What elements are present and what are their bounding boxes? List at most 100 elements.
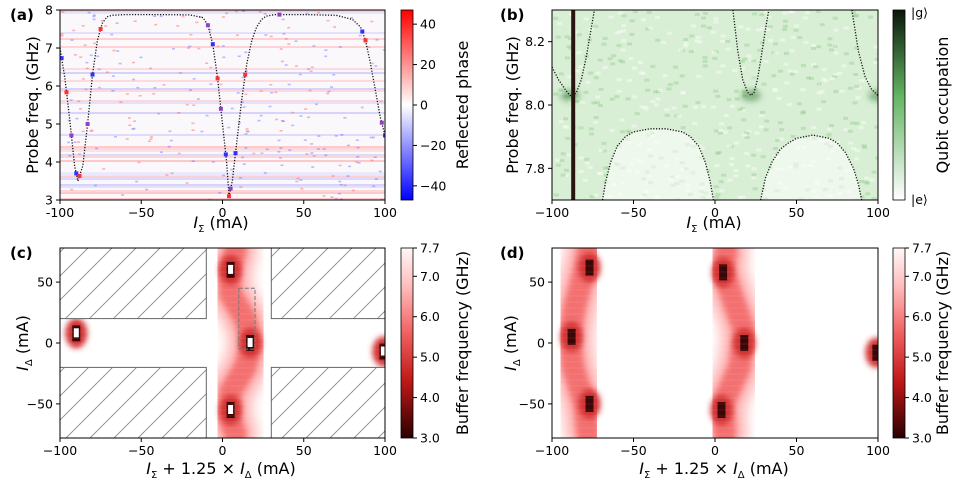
noise-speckle: [621, 14, 627, 18]
noise-speckle: [567, 153, 573, 157]
noise-speckle: [751, 59, 757, 63]
noise-speckle: [584, 157, 590, 161]
noise-speckle: [554, 158, 560, 162]
noise-speckle: [779, 128, 785, 132]
colorbar-label-b: Qubit occupation: [933, 37, 952, 174]
resonance-marker: [363, 38, 368, 43]
x-label-b: IΣ (mA): [686, 213, 741, 235]
noise-speckle: [835, 140, 841, 144]
noise-speckle: [616, 78, 622, 82]
noise-speckle: [324, 154, 328, 157]
noise-speckle: [706, 26, 712, 30]
noise-speckle: [764, 119, 770, 123]
noise-speckle: [338, 46, 342, 48]
noise-speckle: [305, 12, 309, 15]
noise-speckle: [783, 62, 789, 66]
noise-speckle: [81, 130, 85, 133]
noise-speckle: [760, 155, 766, 159]
noise-speckle: [716, 70, 722, 74]
noise-speckle: [310, 66, 314, 69]
noise-speckle: [629, 32, 635, 36]
colorbar-tick-label: 3.0: [912, 431, 932, 446]
noise-speckle: [737, 196, 743, 200]
noise-stripe: [60, 112, 385, 114]
fit-curve-a: [60, 12, 385, 199]
noise-speckle: [332, 73, 336, 76]
noise-speckle: [657, 88, 663, 92]
colorbar-label-d: Buffer frequency (GHz): [933, 251, 952, 435]
noise-speckle: [575, 69, 581, 73]
x-label-d: IΣ + 1.25 × IΔ (mA): [639, 459, 789, 481]
noise-speckle: [308, 89, 312, 92]
noise-stripe: [60, 184, 385, 186]
noise-speckle: [874, 125, 878, 129]
x-tick-label: -100: [46, 205, 74, 220]
noise-speckle: [565, 136, 571, 140]
noise-speckle: [311, 166, 315, 168]
noise-speckle: [112, 49, 116, 52]
noise-speckle: [854, 13, 859, 17]
noise-speckle: [304, 108, 308, 110]
x-tick-label: 100: [373, 205, 397, 220]
noise-speckle: [87, 11, 91, 14]
noise-speckle: [263, 172, 267, 174]
noise-speckle: [89, 54, 93, 57]
noise-stripe: [60, 148, 385, 150]
noise-speckle: [816, 82, 822, 86]
noise-speckle: [782, 28, 787, 31]
noise-speckle: [833, 90, 839, 93]
noise-speckle: [92, 18, 96, 21]
noise-speckle: [761, 82, 767, 86]
noise-speckle: [133, 120, 137, 122]
noise-speckle: [61, 11, 65, 13]
noise-speckle: [733, 174, 739, 178]
noise-speckle: [816, 107, 822, 111]
colorbar-b: [892, 9, 906, 201]
noise-speckle: [602, 166, 608, 170]
y-ticks-d: 50 0 −50: [519, 275, 552, 411]
noise-speckle: [683, 42, 689, 46]
noise-speckle: [372, 185, 376, 188]
noise-speckle: [269, 84, 273, 86]
y-ticks-a: 3 4 5 6 7 8: [45, 3, 60, 208]
noise-stripe: [60, 154, 385, 156]
noise-speckle: [287, 83, 291, 86]
noise-speckle: [244, 93, 248, 96]
panel-label-c: (c): [10, 244, 33, 262]
dip-center: [73, 328, 79, 338]
noise-speckle: [873, 61, 878, 65]
x-label-c: IΣ + 1.25 × IΔ (mA): [146, 459, 296, 481]
noise-speckle: [149, 138, 153, 140]
x-ticks-a: -100 −50 0 50 100: [46, 200, 397, 220]
noise-speckle: [784, 51, 789, 55]
noise-speckle: [68, 154, 72, 157]
noise-speckle: [715, 151, 720, 155]
resonance-marker: [85, 122, 90, 126]
noise-speckle: [555, 163, 561, 167]
noise-speckle: [191, 129, 195, 131]
colorbar-ticks-d: 7.7 7.0 6.0 5.0 4.0 3.0: [905, 241, 932, 446]
noise-speckle: [650, 64, 656, 68]
noise-speckle: [564, 35, 570, 39]
y-tick-label: −50: [519, 396, 545, 411]
noise-speckle: [760, 111, 766, 114]
noise-speckle: [114, 135, 117, 138]
noise-speckle: [621, 29, 627, 33]
noise-speckle: [209, 83, 213, 85]
noise-speckle: [811, 126, 817, 129]
buffer-bands-d: [552, 248, 878, 438]
noise-speckle: [584, 161, 590, 165]
noise-speckle: [268, 105, 272, 108]
noise-speckle: [317, 11, 320, 14]
noise-speckle: [73, 54, 77, 56]
noise-speckle: [692, 105, 698, 109]
dip-center: [247, 338, 253, 347]
noise-speckle: [854, 84, 860, 88]
noise-speckle: [849, 61, 855, 65]
noise-speckle: [355, 161, 359, 163]
noise-speckle: [222, 174, 225, 177]
noise-speckle: [754, 131, 760, 135]
noise-speckle: [277, 139, 281, 142]
noise-speckle: [713, 17, 719, 21]
noise-speckle: [854, 148, 860, 152]
